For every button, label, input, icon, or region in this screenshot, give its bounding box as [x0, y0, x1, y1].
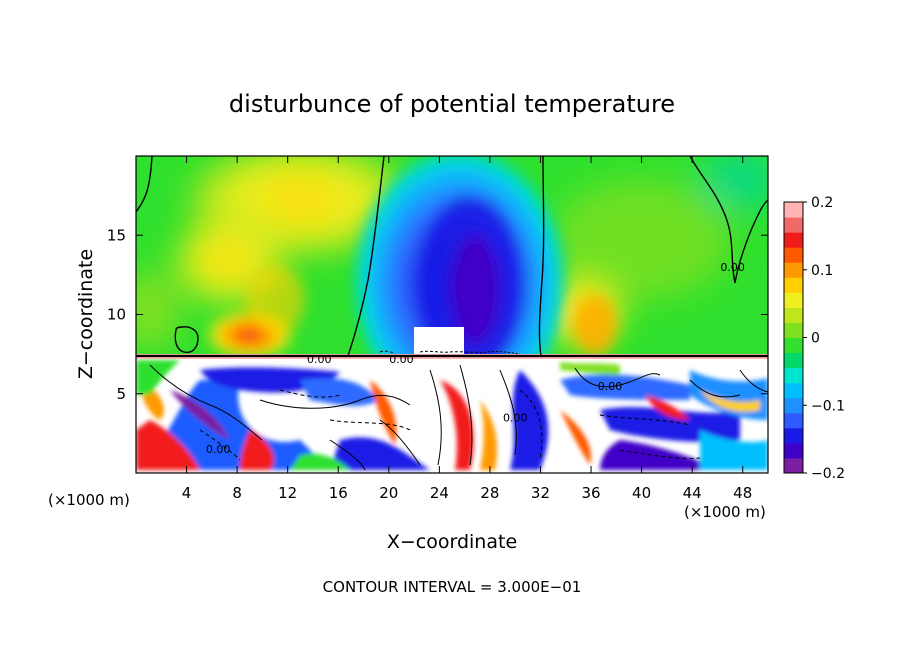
- colorbar-cell: [784, 352, 803, 369]
- contour-label: 0.00: [389, 353, 414, 366]
- colorbar-tick-label: 0: [811, 331, 820, 347]
- colorbar-cell: [784, 337, 803, 354]
- contour-label: 0.00: [598, 380, 623, 393]
- colorbar: 0.2 0.1 0 −0.1 −0.2: [783, 195, 845, 482]
- x-unit-label-left: (×1000 m): [48, 491, 130, 509]
- x-tick-label: 8: [232, 484, 242, 502]
- x-unit-label-right: (×1000 m): [684, 503, 766, 521]
- y-tick-label: 10: [107, 306, 126, 324]
- colorbar-tick-label: −0.2: [811, 466, 845, 482]
- colorbar-cell: [784, 217, 803, 233]
- x-tick-label: 40: [632, 484, 651, 502]
- y-axis: 5 10 15: [107, 226, 768, 403]
- x-axis-label: X−coordinate: [387, 531, 517, 553]
- colorbar-tick-label: −0.1: [811, 398, 845, 414]
- x-tick-label: 32: [531, 484, 550, 502]
- colorbar-cell: [784, 247, 803, 263]
- colorbar-cell: [784, 442, 803, 459]
- colorbar-cell: [784, 382, 803, 399]
- colorbar-cell: [784, 262, 803, 278]
- colorbar-cell: [784, 232, 803, 248]
- y-tick-label: 5: [116, 385, 126, 403]
- colorbar-tick-label: 0.1: [811, 263, 833, 279]
- y-axis-label: Z−coordinate: [75, 249, 97, 379]
- x-axis: 4 8 12 16 20 24 28 32 36 40 44 48: [182, 156, 752, 502]
- contour-interval-note: CONTOUR INTERVAL = 3.000E−01: [323, 578, 582, 596]
- colorbar-cell: [784, 367, 803, 384]
- contour-label: 0.00: [307, 353, 332, 366]
- colorbar-cell: [784, 412, 803, 429]
- x-tick-label: 16: [329, 484, 348, 502]
- colorbar-cell: [784, 277, 803, 293]
- colorbar-cell: [784, 202, 803, 218]
- x-tick-label: 48: [733, 484, 752, 502]
- colorbar-tick-label: 0.2: [811, 195, 833, 211]
- chart-title: disturbunce of potential temperature: [229, 90, 675, 118]
- colorbar-cell: [784, 292, 803, 308]
- contour-label: 0.00: [503, 412, 528, 425]
- turbulent-layer: [136, 359, 768, 473]
- x-tick-label: 20: [379, 484, 398, 502]
- zero-contours: [136, 156, 768, 358]
- heatmap-field: [136, 156, 768, 473]
- colorbar-cell: [784, 397, 803, 414]
- contour-label: 0.00: [720, 261, 745, 274]
- x-tick-label: 4: [182, 484, 192, 502]
- contour-labels: 0.00 0.00 0.00 0.00 0.00 0.00: [206, 261, 745, 456]
- colorbar-cell: [784, 427, 803, 444]
- x-tick-label: 28: [480, 484, 499, 502]
- x-tick-label: 12: [278, 484, 297, 502]
- colorbar-ticks: 0.2 0.1 0 −0.1 −0.2: [803, 195, 845, 482]
- colorbar-cells: [784, 202, 803, 474]
- colorbar-cell: [784, 322, 803, 338]
- x-tick-label: 36: [581, 484, 600, 502]
- contour-label: 0.00: [206, 443, 231, 456]
- colorbar-cell: [784, 457, 803, 474]
- colorbar-cell: [784, 307, 803, 323]
- x-tick-label: 24: [430, 484, 449, 502]
- y-tick-label: 15: [107, 226, 126, 244]
- x-tick-label: 44: [683, 484, 702, 502]
